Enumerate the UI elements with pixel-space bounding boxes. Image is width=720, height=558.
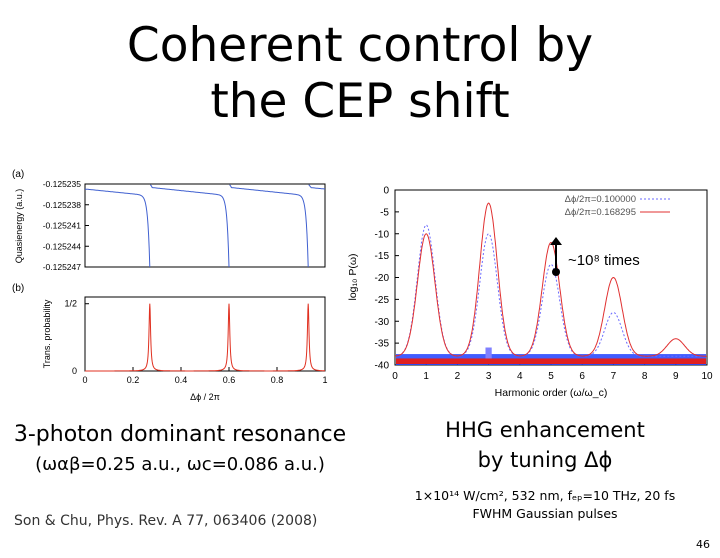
left-caption-line-1: 3-photon dominant resonance (13, 422, 347, 447)
hhg-ytick-label: -20 (375, 273, 390, 284)
hhg-ytick-label: -35 (375, 339, 390, 350)
right-figure: 0 -5 -10 -15 -20 -25 -30 -35 -40 0 1 2 3 4 5 6 7 8 9 10 lo… (347, 186, 713, 400)
title-line-2: the CEP shift (210, 74, 510, 129)
a-ytick-label: -0.125235 (43, 179, 82, 189)
legend-entry-2: Δϕ/2π=0.168295 (565, 207, 636, 218)
panel-b-xticks: 0 0.2 0.4 0.6 0.8 1 (82, 367, 328, 385)
hhg-xtick-label: 9 (673, 371, 679, 382)
hhg-ytick-label: 0 (383, 186, 389, 197)
params-line-1: 1×10¹⁴ W/cm², 532 nm, fₑₚ=10 THz, 20 fs (414, 488, 676, 503)
hhg-ytick-label: -30 (375, 317, 390, 328)
hhg-frame (394, 189, 708, 366)
hhg-series-solid (395, 202, 707, 357)
hhg-xtick-label: 4 (517, 371, 523, 382)
panel-b-label: (b) (12, 283, 24, 294)
right-caption-line-1: HHG enhancement (445, 418, 645, 442)
panel-a-yticks: -0.125235 -0.125238 -0.125241 -0.125244 -0.1… (43, 179, 89, 272)
hhg-xtick-label: 10 (701, 371, 713, 382)
hhg-ytick-label: -40 (375, 361, 390, 372)
a-ytick-label: -0.125244 (43, 241, 82, 251)
hhg-xtick-label: 0 (392, 371, 398, 382)
citation: Son & Chu, Phys. Rev. A 77, 063406 (2008… (14, 513, 318, 529)
panel-a-ylabel: Quasienergy (a.u.) (14, 189, 24, 264)
b-xtick-label: 0 (82, 375, 87, 385)
panel-a-frame (84, 183, 326, 268)
panel-a-label: (a) (12, 169, 24, 180)
hhg-xtick-label: 8 (642, 371, 648, 382)
a-ytick-label: -0.125247 (43, 262, 82, 272)
hhg-ylabel: log₁₀ P(ω) (347, 253, 359, 300)
enhancement-label: ~10⁸ times (568, 252, 640, 269)
hhg-xtick-label: 6 (579, 371, 585, 382)
panel-b-probability-curve (85, 303, 325, 372)
hhg-xtick-label: 2 (455, 371, 461, 382)
right-caption-line-2: by tuning Δϕ (477, 448, 613, 472)
panel-b-xlabel: Δϕ / 2π (190, 392, 220, 402)
a-ytick-label: -0.125238 (43, 200, 82, 210)
hhg-xtick-label: 7 (611, 371, 617, 382)
left-caption: 3-photon dominant resonance (ωαβ=0.25 a.… (10, 420, 350, 480)
pulse-parameters: 1×10¹⁴ W/cm², 532 nm, fₑₚ=10 THz, 20 fs … (370, 487, 720, 523)
panel-a-quasienergy-curve (84, 184, 325, 268)
b-ytick-label: 0 (72, 366, 77, 376)
hhg-xtick-label: 1 (423, 371, 429, 382)
b-xtick-label: 0.6 (223, 375, 236, 385)
b-xtick-label: 0.8 (271, 375, 284, 385)
enhancement-arrow (550, 237, 562, 276)
right-caption: HHG enhancement by tuning Δϕ (380, 415, 710, 475)
hhg-xlabel: Harmonic order (ω/ω_c) (495, 387, 608, 399)
hhg-yticks: 0 -5 -10 -15 -20 -25 -30 -35 -40 (375, 186, 399, 372)
hhg-xtick-label: 3 (486, 371, 492, 382)
left-caption-line-2: (ωαβ=0.25 a.u., ωc=0.086 a.u.) (35, 454, 325, 475)
title-line-1: Coherent control by (126, 18, 594, 73)
panel-b-frame (84, 296, 326, 372)
params-line-2: FWHM Gaussian pulses (472, 506, 618, 521)
b-xtick-label: 0.2 (127, 375, 140, 385)
hhg-ytick-label: -5 (380, 207, 389, 218)
panel-b-ylabel: Trans. probability (42, 299, 52, 368)
hhg-ytick-label: -25 (375, 295, 390, 306)
hhg-legend: Δϕ/2π=0.100000 Δϕ/2π=0.168295 (565, 194, 670, 218)
left-figure: (a) (b) -0.125235-0.125238-0.125241-0.12… (12, 169, 328, 402)
hhg-xtick-label: 5 (548, 371, 554, 382)
hhg-noise-floor (396, 347, 706, 365)
page-title: Coherent control by the CEP shift (0, 18, 720, 130)
hhg-ytick-label: -15 (375, 251, 390, 262)
legend-entry-1: Δϕ/2π=0.100000 (565, 194, 636, 205)
a-ytick-label: -0.125241 (43, 221, 82, 231)
b-xtick-label: 1 (322, 375, 327, 385)
page-number: 46 (696, 538, 710, 551)
hhg-ytick-label: -10 (375, 229, 390, 240)
b-ytick-label: 1/2 (64, 299, 77, 309)
b-xtick-label: 0.4 (175, 375, 188, 385)
